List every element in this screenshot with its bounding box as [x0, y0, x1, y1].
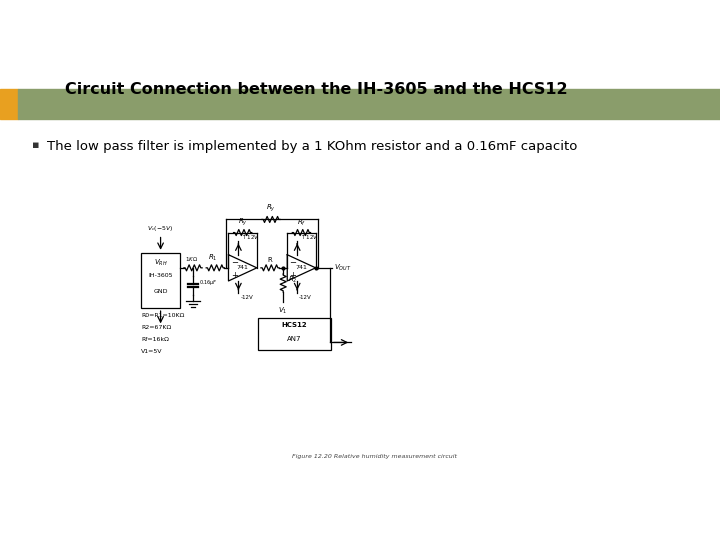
Text: $\uparrow 12V$: $\uparrow 12V$: [300, 232, 319, 241]
Text: R0=R1=10KΩ: R0=R1=10KΩ: [141, 313, 185, 318]
Text: $V_{OUT}$: $V_{OUT}$: [334, 263, 351, 273]
Text: $-$: $-$: [230, 256, 238, 265]
Text: $V_1$: $V_1$: [279, 306, 288, 316]
Text: $\uparrow 12V$: $\uparrow 12V$: [240, 232, 260, 241]
Text: $R_f$: $R_f$: [297, 217, 306, 227]
Text: $1K\Omega$: $1K\Omega$: [185, 255, 198, 263]
Text: The low pass filter is implemented by a 1 KOhm resistor and a 0.16mF capacito: The low pass filter is implemented by a …: [47, 140, 577, 153]
Text: $+$: $+$: [230, 270, 238, 280]
Text: Figure 12.20 Relative humidity measurement circuit: Figure 12.20 Relative humidity measureme…: [292, 454, 457, 460]
Text: AN7: AN7: [287, 336, 302, 342]
Text: IH-3605: IH-3605: [148, 273, 173, 278]
Text: $R_y$: $R_y$: [238, 216, 248, 227]
Text: $V_{RH}$: $V_{RH}$: [154, 258, 168, 268]
Text: R2=67KΩ: R2=67KΩ: [141, 325, 171, 330]
Text: Circuit Connection between the IH-3605 and the HCS12: Circuit Connection between the IH-3605 a…: [65, 82, 567, 97]
Text: $R_y$: $R_y$: [266, 203, 276, 214]
Text: Rf=16kΩ: Rf=16kΩ: [141, 338, 169, 342]
Text: $R_1$: $R_1$: [208, 253, 217, 263]
Text: ▪: ▪: [32, 140, 40, 151]
Text: R: R: [268, 257, 272, 263]
Text: $+$: $+$: [289, 270, 297, 280]
Bar: [141, 253, 180, 308]
Bar: [18, 89, 720, 119]
Text: $R_2$: $R_2$: [288, 275, 298, 285]
Text: V1=5V: V1=5V: [141, 349, 163, 354]
Bar: [0, 89, 18, 119]
Text: $V_c(-5V)$: $V_c(-5V)$: [148, 224, 174, 233]
Text: $0.16\mu F$: $0.16\mu F$: [199, 278, 218, 287]
Text: 741: 741: [295, 265, 307, 271]
Bar: [258, 318, 330, 350]
Text: $-$: $-$: [289, 256, 297, 265]
Text: -12V: -12V: [240, 295, 253, 300]
Text: -12V: -12V: [300, 295, 312, 300]
Text: GND: GND: [153, 289, 168, 294]
Text: 741: 741: [237, 265, 248, 271]
Text: HCS12: HCS12: [282, 322, 307, 328]
